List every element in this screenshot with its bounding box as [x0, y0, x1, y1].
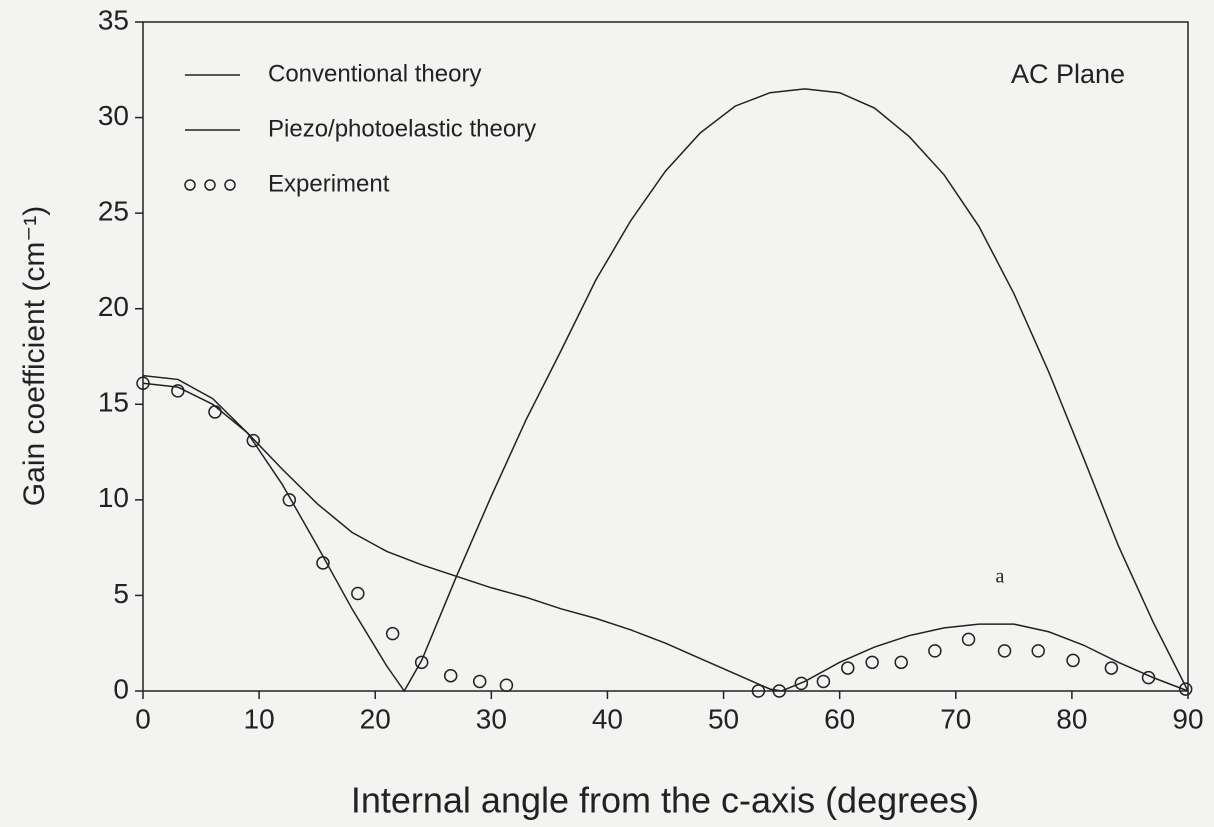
x-tick-label: 50 — [708, 703, 739, 734]
x-tick-label: 60 — [824, 703, 855, 734]
point — [171, 384, 185, 398]
point — [928, 644, 942, 658]
legend-label: Piezo/photoelastic theory — [268, 115, 536, 142]
y-tick-label: 0 — [113, 673, 129, 704]
legend-label: Conventional theory — [268, 60, 481, 87]
point — [816, 674, 831, 689]
plot-frame — [142, 21, 1189, 692]
point — [499, 678, 514, 693]
point — [997, 644, 1012, 658]
point — [794, 676, 809, 691]
point — [282, 493, 297, 507]
y-tick-label: 10 — [98, 482, 129, 513]
point — [1031, 644, 1045, 658]
y-axis-label: Gain coefficient (cm⁻¹) — [18, 206, 51, 506]
annotation: a — [996, 566, 1005, 588]
x-tick-label: 20 — [360, 703, 391, 734]
point — [414, 655, 429, 670]
y-tick-label: 5 — [113, 578, 129, 609]
x-axis-label: Internal angle from the c-axis (degrees) — [351, 780, 979, 821]
legend-symbol — [224, 179, 236, 191]
x-tick-label: 70 — [940, 703, 971, 734]
point — [841, 661, 855, 675]
point — [772, 684, 787, 698]
annotation: AC Plane — [1011, 59, 1125, 89]
point — [961, 632, 976, 647]
x-tick-label: 10 — [244, 703, 275, 734]
line — [142, 382, 1189, 692]
point — [208, 405, 222, 419]
point — [1178, 682, 1193, 696]
x-tick-label: 90 — [1172, 703, 1203, 734]
point — [443, 668, 458, 683]
point — [316, 556, 330, 570]
y-tick-label: 15 — [98, 387, 129, 418]
x-tick-label: 40 — [592, 703, 623, 734]
point — [472, 674, 487, 689]
legend-label: Experiment — [268, 170, 390, 197]
legend-symbol — [204, 179, 216, 191]
point — [1104, 661, 1119, 675]
x-tick-label: 0 — [135, 703, 151, 734]
x-tick-label: 30 — [476, 703, 507, 734]
point — [351, 586, 365, 601]
y-tick-label: 20 — [98, 291, 129, 322]
point — [136, 376, 150, 391]
point — [865, 655, 879, 670]
y-tick-label: 35 — [98, 4, 129, 35]
point — [1066, 653, 1080, 668]
point — [246, 433, 261, 448]
x-tick-label: 80 — [1056, 703, 1087, 734]
y-tick-label: 30 — [98, 100, 129, 131]
legend-symbol — [184, 179, 196, 191]
y-tick-label: 25 — [98, 196, 129, 227]
point — [1141, 670, 1156, 685]
point — [894, 655, 908, 670]
point — [385, 626, 400, 641]
point — [751, 684, 766, 698]
